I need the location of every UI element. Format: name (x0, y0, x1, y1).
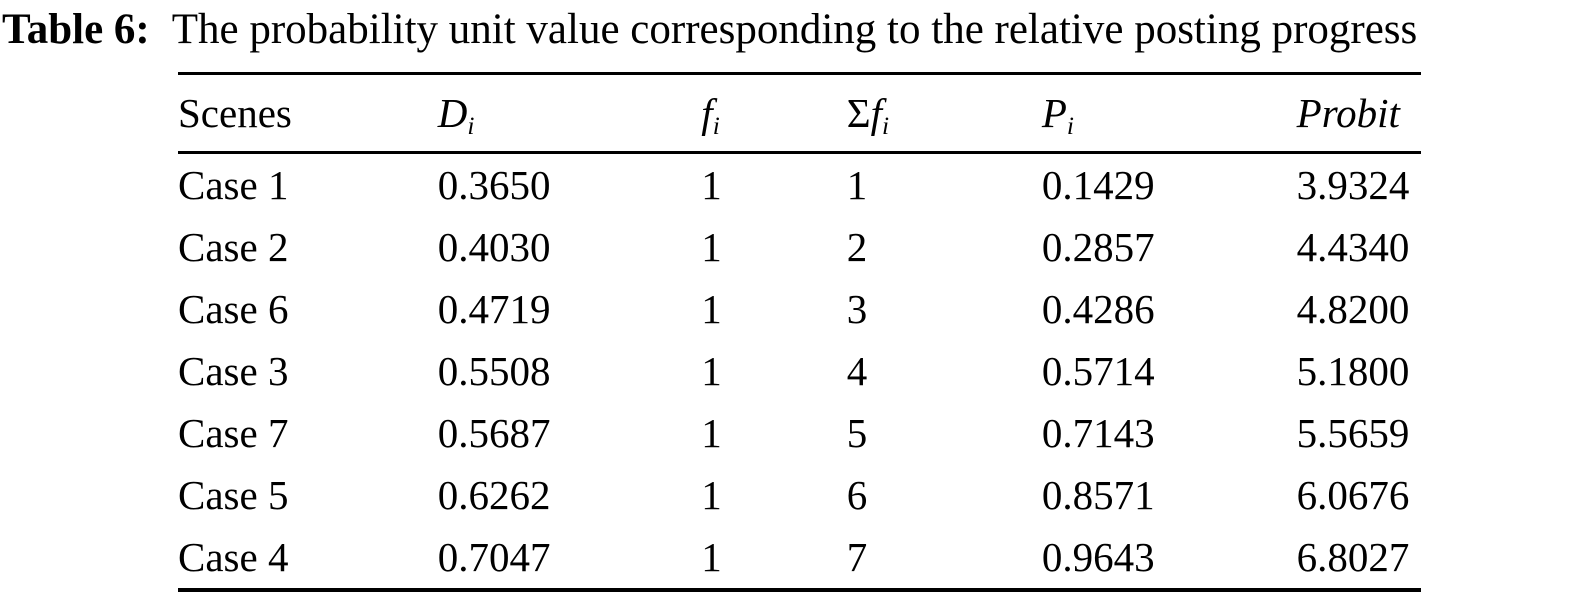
header-cell: Probit (1297, 73, 1421, 152)
table-header: Scenes Di fi Σfi Pi Probit (178, 73, 1421, 153)
table-cell: 7 (846, 533, 868, 580)
table-cell: 2 (846, 223, 868, 270)
header-subscript: i (1066, 111, 1074, 140)
table-row: Case 6 0.4719 1 3 0.4286 4.8200 (178, 278, 1421, 340)
header-cell: Di (438, 73, 702, 152)
table-cell: 0.7047 (437, 533, 551, 580)
table-cell: Case 2 (178, 223, 289, 270)
header-cell: Scenes (178, 73, 438, 152)
header-symbol: D (437, 89, 468, 136)
table-cell: 4.4340 (1296, 223, 1410, 270)
table-cell: Case 6 (178, 285, 289, 332)
table-row: Case 5 0.6262 1 6 0.8571 6.0676 (178, 464, 1421, 526)
table-cell: 5.1800 (1296, 347, 1410, 394)
header-subscript: i (882, 111, 890, 140)
table-cell: Case 5 (178, 471, 289, 518)
table-cell: Case 1 (178, 161, 289, 208)
header-subscript: i (467, 111, 475, 140)
table-cell: 6 (846, 471, 868, 518)
table-cell: 1 (701, 409, 722, 456)
table-row: Case 7 0.5687 1 5 0.7143 5.5659 (178, 402, 1421, 464)
header-prefix: Σ (846, 89, 871, 136)
table-cell: 0.5714 (1041, 347, 1155, 394)
table-cell: 1 (701, 533, 722, 580)
table-body: Case 1 0.3650 1 1 0.1429 3.9324 Case 2 0.4030 1 2… (178, 152, 1421, 590)
table-caption: Table 6: The probability unit value corre… (0, 0, 1583, 56)
table-cell: 0.4719 (437, 285, 551, 332)
table-cell: 3 (846, 285, 868, 332)
table-cell: Case 3 (178, 347, 289, 394)
table-cell: 0.3650 (437, 161, 551, 208)
table-cell: 4 (846, 347, 868, 394)
table-cell: 5 (846, 409, 868, 456)
header-cell: Σfi (847, 73, 1042, 152)
header-cell: Pi (1042, 73, 1297, 152)
table-cell: Case 4 (178, 533, 289, 580)
table-caption-text: The probability unit value corresponding… (171, 6, 1418, 53)
header-cell: fi (701, 73, 846, 152)
table-row: Case 2 0.4030 1 2 0.2857 4.4340 (178, 216, 1421, 278)
table-row: Case 1 0.3650 1 1 0.1429 3.9324 (178, 152, 1421, 216)
table-cell: 0.1429 (1041, 161, 1155, 208)
table-cell: 0.4030 (437, 223, 551, 270)
table-cell: 1 (701, 347, 722, 394)
table-cell: 1 (701, 471, 722, 518)
table-cell: 1 (701, 285, 722, 332)
table-cell: 1 (846, 161, 868, 208)
header-symbol: f (701, 89, 713, 136)
table-cell: 0.8571 (1041, 471, 1155, 518)
probit-table: Scenes Di fi Σfi Pi Probit Case 1 0.3650 1 1 0.14… (178, 71, 1421, 592)
header-row: Scenes Di fi Σfi Pi Probit (178, 73, 1421, 153)
table-container: Scenes Di fi Σfi Pi Probit Case 1 0.3650 1 1 0.14… (178, 71, 1421, 592)
table-cell: 0.6262 (437, 471, 551, 518)
table-cell: 0.2857 (1041, 223, 1155, 270)
table-cell: 3.9324 (1296, 161, 1410, 208)
table-row: Case 3 0.5508 1 4 0.5714 5.1800 (178, 340, 1421, 402)
table-cell: 0.9643 (1041, 533, 1155, 580)
table-cell: 6.8027 (1296, 533, 1410, 580)
table-row: Case 4 0.7047 1 7 0.9643 6.8027 (178, 526, 1421, 590)
table-caption-label: Table 6: (2, 6, 150, 53)
table-cell: 1 (701, 161, 722, 208)
header-prefix: Scenes (178, 89, 292, 136)
table-cell: 6.0676 (1296, 471, 1410, 518)
table-cell: 1 (701, 223, 722, 270)
table-cell: 0.5508 (437, 347, 551, 394)
table-cell: 5.5659 (1296, 409, 1410, 456)
table-cell: Case 7 (178, 409, 289, 456)
header-subscript: i (712, 111, 720, 140)
header-symbol: P (1041, 89, 1067, 136)
table-cell: 0.5687 (437, 409, 551, 456)
header-symbol: f (870, 89, 882, 136)
table-cell: 0.4286 (1041, 285, 1155, 332)
table-cell: 0.7143 (1041, 409, 1155, 456)
table-cell: 4.8200 (1296, 285, 1410, 332)
header-symbol: Probit (1296, 89, 1400, 136)
